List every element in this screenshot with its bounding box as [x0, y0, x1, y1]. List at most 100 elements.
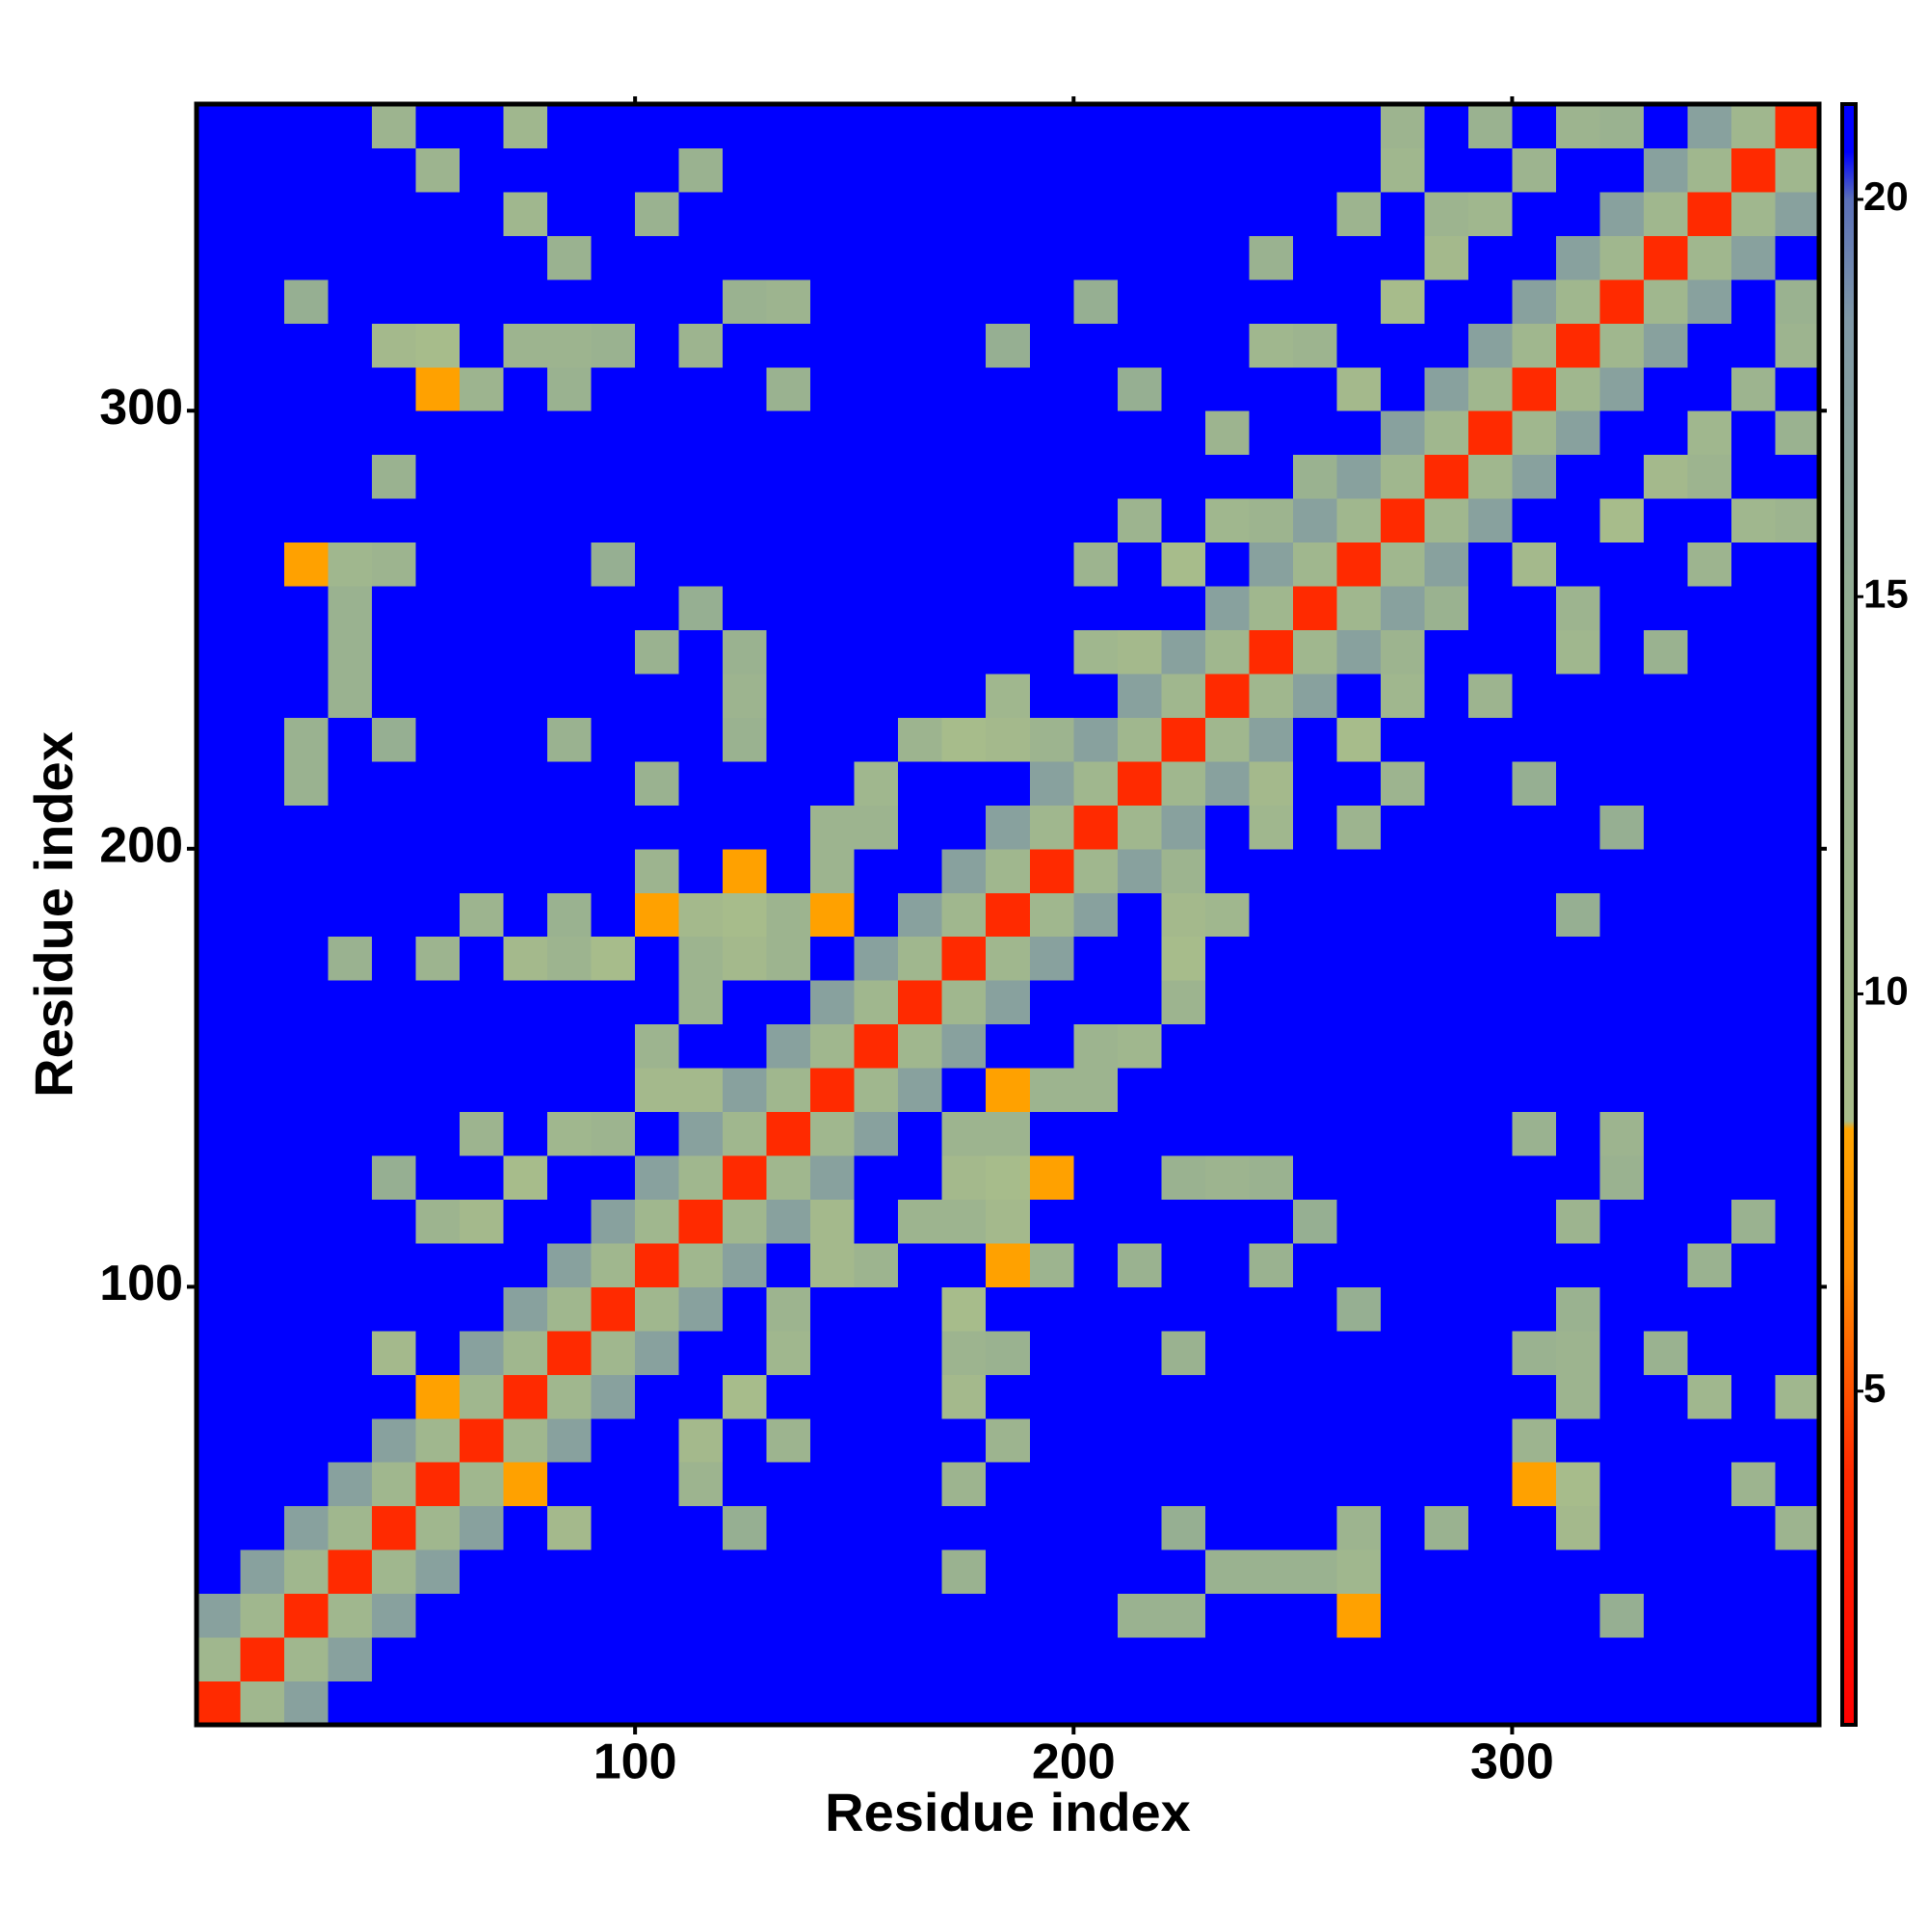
heatmap-cell: [197, 1199, 242, 1244]
heatmap-cell: [328, 1462, 373, 1507]
heatmap-cell: [1292, 892, 1337, 938]
heatmap-cell: [1424, 191, 1469, 236]
heatmap-cell: [766, 1462, 811, 1507]
heatmap-cell: [460, 1068, 505, 1113]
heatmap-cell: [1643, 323, 1688, 368]
heatmap-cell: [1599, 542, 1645, 587]
heatmap-cell: [1730, 936, 1776, 981]
heatmap-cell: [240, 760, 285, 806]
heatmap-cell: [1775, 410, 1820, 456]
heatmap-cell: [1249, 586, 1294, 631]
heatmap-cell: [197, 892, 242, 938]
heatmap-cell: [810, 1417, 856, 1463]
heatmap-cell: [372, 1593, 417, 1638]
heatmap-cell: [1249, 1462, 1294, 1507]
heatmap-cell: [941, 1155, 987, 1200]
heatmap-cell: [1555, 104, 1600, 148]
heatmap-cell: [1687, 1242, 1732, 1287]
heatmap-cell: [1249, 673, 1294, 718]
heatmap-cell: [591, 1111, 636, 1156]
heatmap-cell: [1029, 1462, 1074, 1507]
heatmap-cell: [591, 410, 636, 456]
heatmap-cell: [503, 1330, 548, 1375]
heatmap-cell: [547, 717, 593, 762]
heatmap-cell: [1555, 542, 1600, 587]
heatmap-cell: [986, 498, 1031, 543]
heatmap-cell: [197, 542, 242, 587]
heatmap-cell: [1073, 1286, 1119, 1332]
heatmap-cell: [547, 848, 593, 893]
heatmap-cell: [1599, 1637, 1645, 1682]
heatmap-cell: [1687, 1417, 1732, 1463]
heatmap-cell: [415, 1330, 461, 1375]
heatmap-cell: [1029, 147, 1074, 193]
heatmap-cell: [1643, 848, 1688, 893]
heatmap-cell: [591, 1155, 636, 1200]
heatmap-cell: [460, 586, 505, 631]
heatmap-cell: [723, 147, 768, 193]
heatmap-cell: [1204, 848, 1250, 893]
heatmap-cell: [678, 586, 724, 631]
heatmap-cell: [1336, 1199, 1382, 1244]
heatmap-cell: [503, 323, 548, 368]
heatmap-cell: [1292, 1068, 1337, 1113]
heatmap-cell: [503, 1593, 548, 1638]
heatmap-cell: [415, 278, 461, 324]
heatmap-cell: [1467, 760, 1513, 806]
heatmap-cell: [678, 980, 724, 1025]
heatmap-cell: [986, 366, 1031, 411]
heatmap-cell: [941, 980, 987, 1025]
heatmap-cell: [460, 542, 505, 587]
heatmap-cell: [284, 410, 330, 456]
heatmap-cell: [1687, 104, 1732, 148]
heatmap-cell: [372, 1681, 417, 1726]
heatmap-cell: [197, 104, 242, 148]
heatmap-cell: [547, 454, 593, 499]
heatmap-cell: [591, 323, 636, 368]
heatmap-cell: [766, 936, 811, 981]
heatmap-cell: [810, 1242, 856, 1287]
heatmap-cell: [372, 1330, 417, 1375]
heatmap-cell: [503, 673, 548, 718]
heatmap-cell: [1643, 191, 1688, 236]
heatmap-cell: [547, 1155, 593, 1200]
heatmap-cell: [1424, 542, 1469, 587]
heatmap-cell: [723, 1417, 768, 1463]
heatmap-cell: [1424, 673, 1469, 718]
heatmap-cell: [723, 366, 768, 411]
heatmap-cell: [1380, 1199, 1425, 1244]
heatmap-cell: [1073, 1417, 1119, 1463]
heatmap-cell: [1117, 366, 1162, 411]
heatmap-cell: [1073, 366, 1119, 411]
heatmap-cell: [1730, 1637, 1776, 1682]
heatmap-cell: [1029, 1068, 1074, 1113]
x-tick-label: 200: [1032, 1734, 1116, 1790]
heatmap-cell: [1555, 366, 1600, 411]
heatmap-cell: [723, 191, 768, 236]
heatmap-cell: [1117, 542, 1162, 587]
heatmap-cell: [1687, 323, 1732, 368]
heatmap-cell: [1029, 848, 1074, 893]
heatmap-cell: [1117, 760, 1162, 806]
heatmap-cell: [1643, 1417, 1688, 1463]
heatmap-cell: [328, 805, 373, 850]
heatmap-cell: [1380, 235, 1425, 280]
heatmap-cell: [1029, 1374, 1074, 1419]
heatmap-cell: [1643, 1330, 1688, 1375]
heatmap-cell: [372, 454, 417, 499]
heatmap-cell: [723, 1330, 768, 1375]
heatmap-cell: [1029, 586, 1074, 631]
heatmap-cell: [986, 1286, 1031, 1332]
heatmap-cell: [240, 1023, 285, 1069]
heatmap-cell: [1029, 629, 1074, 675]
heatmap-cell: [810, 278, 856, 324]
heatmap-cell: [941, 1462, 987, 1507]
heatmap-cell: [1161, 1681, 1206, 1726]
heatmap-cell: [986, 1330, 1031, 1375]
heatmap-cell: [1424, 235, 1469, 280]
heatmap-cell: [1029, 673, 1074, 718]
heatmap-cell: [328, 892, 373, 938]
heatmap-cell: [678, 1505, 724, 1550]
heatmap-cell: [372, 717, 417, 762]
heatmap-cell: [986, 191, 1031, 236]
